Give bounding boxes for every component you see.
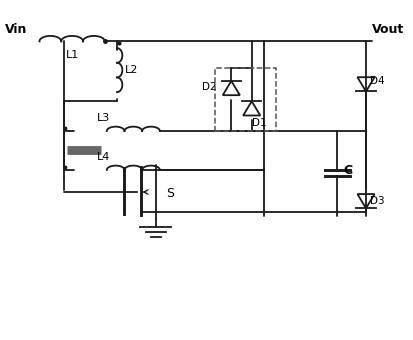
Bar	[215, 68, 276, 131]
Text: D1: D1	[252, 118, 266, 128]
Text: L2: L2	[125, 65, 138, 75]
Text: L3: L3	[97, 113, 110, 123]
Text: Vin: Vin	[5, 23, 27, 36]
Text: C: C	[344, 164, 353, 176]
Text: D4: D4	[370, 76, 385, 86]
Text: Vout: Vout	[372, 23, 404, 36]
Text: L1: L1	[66, 50, 79, 60]
Text: D2: D2	[202, 82, 216, 92]
Text: S: S	[166, 187, 174, 200]
Text: D3: D3	[370, 196, 385, 206]
Text: L4: L4	[97, 152, 110, 162]
